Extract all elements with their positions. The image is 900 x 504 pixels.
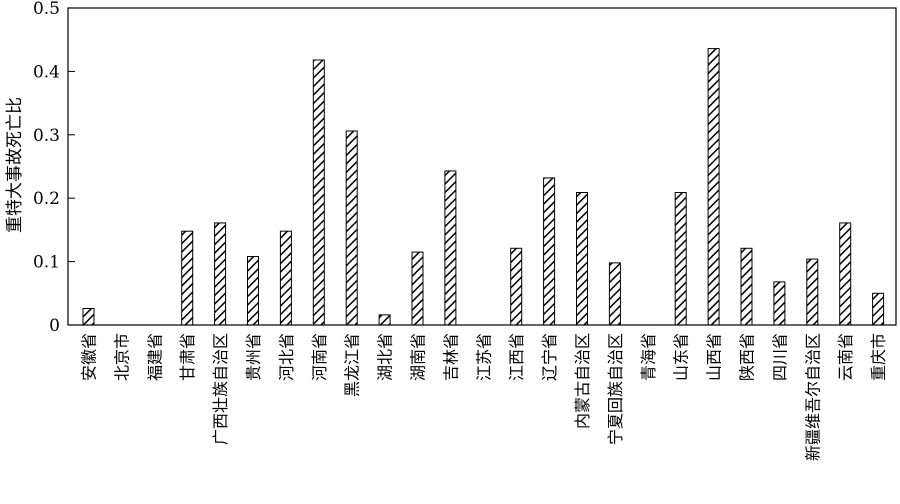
y-tick-label: 0.2 (33, 189, 60, 209)
y-ticks-group: 0 0.1 0.2 0.3 0.4 0.5 (33, 0, 75, 336)
x-tick-label: 河北省 (277, 333, 296, 381)
bar-7 (312, 59, 325, 326)
bars-group (82, 48, 885, 326)
x-tick-label: 重庆市 (869, 333, 888, 381)
bar-6 (279, 230, 292, 326)
bar-5 (247, 256, 259, 326)
x-tick-label: 北京市 (112, 333, 131, 381)
x-tick-label: 内蒙古自治区 (573, 333, 592, 429)
x-tick-label: 安徽省 (80, 333, 99, 381)
bar-23 (839, 222, 852, 326)
bar-11 (444, 170, 457, 326)
x-tick-label: 辽宁省 (540, 333, 559, 381)
x-tick-label: 甘肃省 (178, 333, 197, 381)
bar-24 (872, 292, 885, 326)
bar-10 (411, 251, 424, 326)
x-tick-label: 江苏省 (474, 333, 493, 381)
x-tick-label: 江西省 (507, 333, 526, 381)
x-tick-label: 广西壮族自治区 (211, 333, 230, 445)
y-tick-label: 0.3 (33, 126, 60, 146)
x-tick-label: 新疆维吾尔自治区 (803, 333, 822, 461)
y-tick-label: 0.4 (33, 62, 60, 82)
bar-15 (576, 191, 588, 326)
x-tick-label: 云南省 (836, 333, 855, 381)
bar-9 (378, 314, 391, 326)
x-tick-label: 贵州省 (244, 333, 263, 381)
x-tick-label: 湖北省 (376, 333, 395, 381)
bar-19 (707, 48, 720, 326)
bar-3 (181, 230, 194, 326)
x-tick-label: 湖南省 (409, 333, 428, 381)
bar-21 (773, 281, 786, 326)
x-tick-label: 陕西省 (738, 333, 757, 381)
x-tick-label: 河南省 (310, 333, 329, 381)
y-axis-label: 重特大事故死亡比 (5, 97, 25, 233)
y-tick-label: 0 (49, 316, 60, 336)
bar-13 (510, 247, 523, 326)
x-tick-label: 青海省 (639, 333, 658, 381)
x-tick-label: 吉林省 (441, 333, 460, 381)
x-tick-label: 黑龙江省 (343, 333, 362, 397)
plot-frame (67, 7, 897, 326)
bar-20 (740, 247, 753, 326)
x-tick-label: 福建省 (145, 333, 164, 381)
x-tick-label: 山东省 (672, 333, 691, 381)
bar-22 (806, 258, 819, 326)
bar-16 (608, 262, 621, 326)
x-tick-label: 四川省 (770, 333, 789, 381)
x-tick-label: 山西省 (705, 333, 724, 381)
bar-0 (82, 308, 95, 326)
bar-18 (674, 191, 687, 326)
bar-8 (345, 130, 358, 326)
bar-4 (214, 222, 227, 326)
y-tick-label: 0.5 (33, 0, 60, 19)
x-ticks-group: 安徽省 北京市 福建省 甘肃省 广西壮族自治区 贵州省 河北省 河南省 黑龙江省 湖北省 湖南省 吉林… (80, 333, 889, 461)
x-tick-label: 宁夏回族自治区 (606, 333, 625, 445)
bar-14 (543, 177, 556, 326)
y-tick-label: 0.1 (33, 253, 60, 273)
